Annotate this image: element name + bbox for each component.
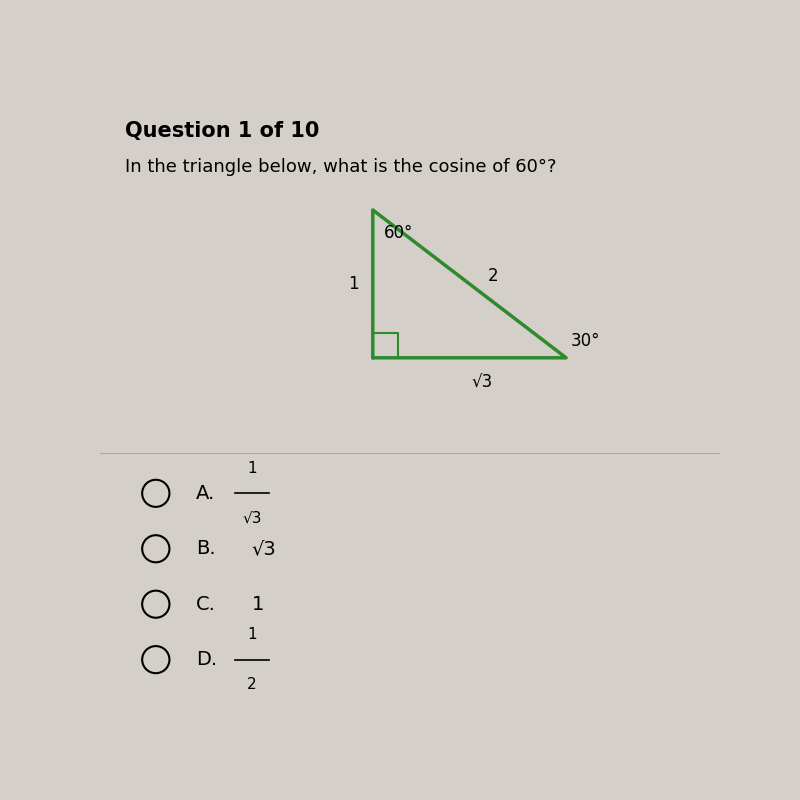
- Text: 1: 1: [247, 627, 257, 642]
- Text: 30°: 30°: [571, 333, 601, 350]
- Text: √3: √3: [471, 373, 493, 391]
- Text: 1: 1: [349, 275, 359, 293]
- Text: √3: √3: [242, 510, 262, 526]
- Text: 2: 2: [247, 677, 257, 692]
- Text: 1: 1: [247, 461, 257, 476]
- Text: A.: A.: [196, 484, 215, 503]
- Text: Question 1 of 10: Question 1 of 10: [125, 121, 319, 141]
- Text: 1: 1: [252, 594, 264, 614]
- Text: 60°: 60°: [384, 223, 414, 242]
- Text: √3: √3: [252, 539, 277, 558]
- Text: In the triangle below, what is the cosine of 60°?: In the triangle below, what is the cosin…: [125, 158, 556, 176]
- Text: C.: C.: [196, 594, 216, 614]
- Text: 2: 2: [488, 267, 498, 286]
- Text: D.: D.: [196, 650, 218, 669]
- Text: B.: B.: [196, 539, 216, 558]
